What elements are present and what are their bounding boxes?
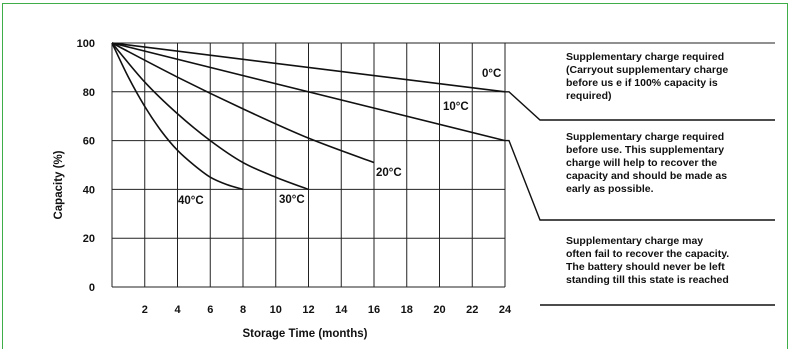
annotation-line: The battery should never be left — [566, 261, 725, 273]
annotation-note2: Supplementary charge required before use.… — [566, 131, 727, 195]
annotation-line: standing till this state is reached — [566, 274, 729, 286]
series-line-1 — [111, 42, 506, 142]
y-tick-label: 80 — [83, 87, 95, 99]
y-tick-label: 0 — [89, 282, 95, 294]
annotation-line: early as possible. — [566, 183, 654, 195]
series-label: 30°C — [279, 194, 305, 206]
x-tick-label: 4 — [174, 304, 181, 316]
series-label: 0°C — [482, 68, 501, 80]
chart-frame — [2, 3, 788, 349]
y-tick-label: 100 — [77, 38, 95, 50]
x-tick-label: 14 — [335, 304, 348, 316]
x-tick-label: 16 — [368, 304, 380, 316]
series-label: 40°C — [178, 195, 204, 207]
y-axis-label: Capacity (%) — [53, 150, 65, 219]
x-tick-label: 10 — [270, 304, 282, 316]
series-label: 10°C — [443, 101, 469, 113]
x-tick-label: 22 — [466, 304, 478, 316]
x-tick-label: 2 — [142, 304, 148, 316]
series-line-2 — [111, 42, 375, 164]
bracket-line-80 — [505, 91, 775, 121]
series-line-4 — [111, 42, 244, 191]
annotation-line: often fail to recover the capacity. — [566, 248, 729, 260]
annotation-line: required) — [566, 90, 612, 102]
y-tick-label: 40 — [83, 184, 95, 196]
annotation-note1: Supplementary charge required (Carryout s… — [566, 51, 728, 102]
y-tick-label: 20 — [83, 233, 95, 245]
x-tick-label: 20 — [433, 304, 445, 316]
x-tick-label: 8 — [240, 304, 246, 316]
annotation-line: capacity and should be made as — [566, 170, 727, 182]
series-line-3 — [111, 42, 309, 191]
annotation-line: before use. This supplementary — [566, 144, 724, 156]
x-tick-label: 24 — [499, 304, 512, 316]
annotation-line: Supplementary charge required — [566, 131, 724, 143]
x-axis-label: Storage Time (months) — [242, 328, 367, 340]
x-tick-label: 12 — [302, 304, 314, 316]
annotation-line: Supplementary charge required — [566, 51, 724, 63]
x-tick-label: 18 — [401, 304, 413, 316]
bracket-line-60 — [505, 139, 775, 221]
series-label: 20°C — [376, 167, 402, 179]
annotation-note3: Supplementary charge may often fail to re… — [566, 235, 729, 286]
annotation-line: (Carryout supplementary charge — [566, 64, 728, 76]
annotation-line: charge will help to recover the — [566, 157, 717, 169]
annotation-line: Supplementary charge may — [566, 235, 703, 247]
series-line-0 — [111, 42, 506, 93]
y-tick-label: 60 — [83, 136, 95, 148]
x-tick-label: 6 — [207, 304, 213, 316]
annotation-line: before us e if 100% capacity is — [566, 77, 718, 89]
